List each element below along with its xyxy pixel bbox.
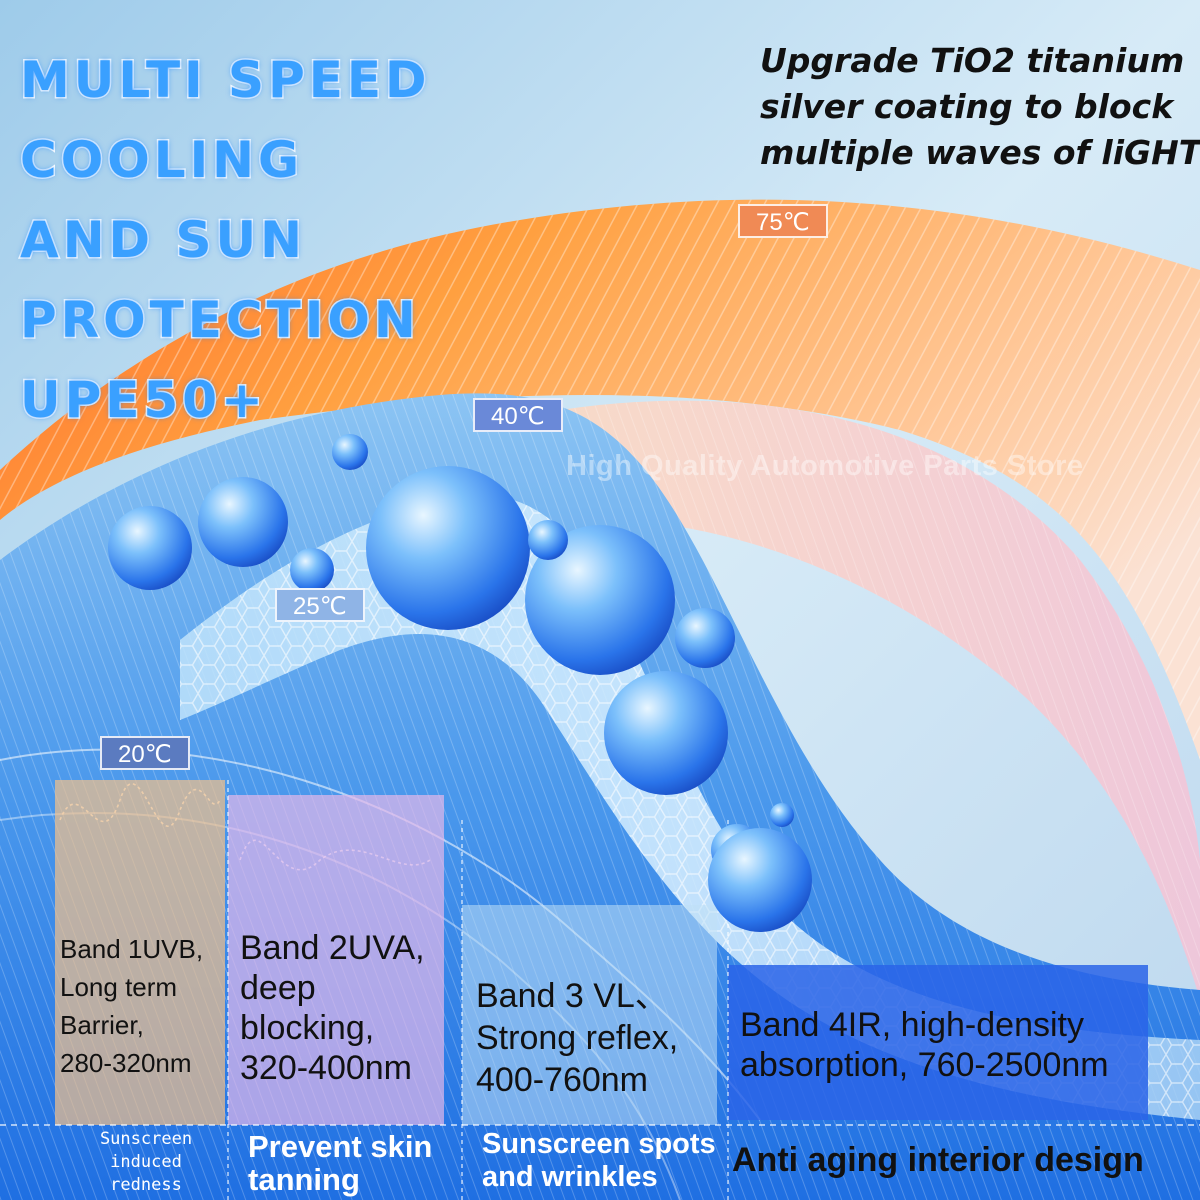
caption-4: Anti aging interior design <box>732 1140 1144 1180</box>
caption-3: Sunscreen spots and wrinkles <box>482 1128 716 1194</box>
band-4-text: Band 4IR, high-density absorption, 760-2… <box>740 1005 1109 1085</box>
band-line: Barrier, <box>60 1010 144 1040</box>
band-4-column <box>728 965 1148 1120</box>
caption-line: Sunscreen spots <box>482 1128 716 1160</box>
band-line: 400-760nm <box>476 1061 649 1099</box>
band-line: deep <box>240 969 316 1007</box>
band-line: Long term <box>60 972 178 1002</box>
temp-label-20: 20℃ <box>100 736 190 770</box>
headline: MULTI SPEED COOLING AND SUN PROTECTION U… <box>19 40 720 440</box>
temp-label-75: 75℃ <box>738 204 828 238</box>
band-line: Band 1UVB, <box>60 934 204 964</box>
band-line: blocking, <box>240 1009 375 1047</box>
caption-line: induced <box>110 1152 182 1172</box>
band-line: 280-320nm <box>60 1048 192 1078</box>
band-1-column <box>55 780 225 1125</box>
band-3-text: Band 3 VL、 Strong reflex, 400-760nm <box>476 975 678 1101</box>
coating-description: Upgrade TiO2 titanium silver coating to … <box>760 38 1200 176</box>
caption-1: Sunscreen induced redness <box>90 1128 202 1197</box>
band-2-text: Band 2UVA, deep blocking, 320-400nm <box>240 928 425 1088</box>
caption-line: Anti aging interior design <box>732 1141 1144 1179</box>
temp-label-25: 25℃ <box>275 588 365 622</box>
store-watermark: High Quality Automotive Parts Store <box>566 450 1084 482</box>
headline-line: AND SUN PROTECTION <box>19 210 420 351</box>
band-line: Band 3 VL、 <box>476 977 669 1015</box>
band-1-text: Band 1UVB, Long term Barrier, 280-320nm <box>60 930 203 1082</box>
caption-line: Sunscreen <box>99 1129 193 1149</box>
headline-line: UPE50+ <box>19 370 267 431</box>
band-line: Strong reflex, <box>476 1019 679 1057</box>
caption-line: redness <box>110 1175 182 1195</box>
caption-line: and wrinkles <box>482 1161 658 1193</box>
band-line: Band 2UVA, <box>240 929 425 967</box>
coating-line: Upgrade TiO2 titanium <box>760 41 1185 80</box>
band-line: Band 4IR, high-density <box>740 1006 1084 1044</box>
cooling-bubbles <box>108 434 812 932</box>
headline-line: MULTI SPEED COOLING <box>19 50 431 191</box>
coating-line: multiple waves of liGHT <box>760 133 1200 172</box>
caption-2: Prevent skin tanning <box>248 1130 432 1196</box>
band-line: 320-400nm <box>240 1049 413 1087</box>
caption-line: Prevent skin <box>248 1129 433 1164</box>
temp-label-40: 40℃ <box>473 398 563 432</box>
caption-line: tanning <box>248 1162 360 1197</box>
coating-line: silver coating to block <box>760 87 1174 126</box>
band-3-column <box>462 905 717 1125</box>
band-2-column <box>228 795 444 1125</box>
band-line: absorption, 760-2500nm <box>740 1046 1109 1084</box>
